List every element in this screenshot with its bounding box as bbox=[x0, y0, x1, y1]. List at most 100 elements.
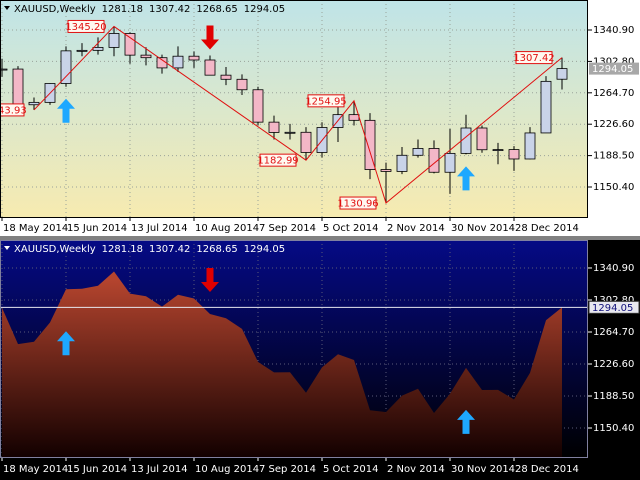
zigzag-label: 1254.95 bbox=[305, 96, 346, 107]
x-tick-label: 2 Nov 2014 bbox=[387, 223, 445, 234]
x-tick-label: 30 Nov 2014 bbox=[451, 464, 515, 475]
header-close: 1294.05 bbox=[244, 244, 285, 255]
header-close: 1294.05 bbox=[244, 4, 285, 15]
x-tick-label: 18 May 2014 bbox=[3, 223, 68, 234]
price-axis-background bbox=[588, 240, 640, 478]
candle-body bbox=[428, 148, 440, 173]
header-low: 1268.65 bbox=[196, 4, 237, 15]
candle-body bbox=[556, 68, 568, 80]
candle-body bbox=[236, 78, 248, 91]
header-open: 1281.18 bbox=[102, 244, 143, 255]
plot-border bbox=[0, 240, 588, 458]
x-tick-label: 15 Jun 2014 bbox=[67, 464, 127, 475]
x-tick-label: 7 Sep 2014 bbox=[259, 223, 316, 234]
zigzag-label: 1182.99 bbox=[257, 156, 298, 167]
time-axis-background bbox=[0, 458, 588, 478]
candle-body bbox=[396, 154, 408, 172]
x-tick-label: 30 Nov 2014 bbox=[451, 223, 515, 234]
y-tick-label: 1150.40 bbox=[593, 423, 634, 434]
plot-border bbox=[0, 0, 588, 218]
candle-body bbox=[220, 74, 232, 80]
price-axis-background bbox=[588, 0, 640, 238]
zigzag-label: 1307.42 bbox=[513, 53, 554, 64]
zigzag-label-box bbox=[339, 196, 377, 210]
plot-area: 1243.93 1345.20 1182.99 1254.95 1130.96 1307.… bbox=[0, 0, 588, 218]
signal-arrow bbox=[457, 166, 475, 191]
candle-body bbox=[412, 148, 424, 156]
current-price-label: 1294.05 bbox=[592, 303, 633, 314]
chart-header: XAUUSD,Weekly 1281.18 1307.42 1268.65 1294.0… bbox=[14, 4, 285, 15]
y-tick-label: 1264.70 bbox=[593, 327, 634, 338]
header-high: 1307.42 bbox=[149, 244, 190, 255]
signal-arrow bbox=[201, 25, 219, 50]
current-price-box bbox=[589, 62, 639, 75]
x-tick-label: 13 Jul 2014 bbox=[131, 223, 188, 234]
zigzag-label: 1345.20 bbox=[65, 22, 106, 33]
candle-body bbox=[0, 68, 8, 71]
zigzag-label-box bbox=[259, 153, 297, 167]
candle-body bbox=[76, 49, 88, 52]
price-area bbox=[2, 271, 562, 458]
candle-body bbox=[348, 114, 360, 121]
signal-arrow bbox=[457, 409, 475, 434]
candle-body bbox=[252, 89, 264, 123]
header-triangle bbox=[4, 246, 10, 250]
zigzag-label-box bbox=[0, 103, 25, 117]
header-high: 1307.42 bbox=[149, 4, 190, 15]
y-tick-label: 1226.60 bbox=[593, 359, 634, 370]
zigzag-line bbox=[33, 25, 563, 204]
current-price-label: 1294.05 bbox=[592, 64, 633, 75]
x-tick-label: 28 Dec 2014 bbox=[515, 223, 579, 234]
candle-body bbox=[204, 59, 216, 76]
x-tick-label: 2 Nov 2014 bbox=[387, 464, 445, 475]
candle-body bbox=[268, 121, 280, 133]
candle-body bbox=[380, 169, 392, 172]
x-tick-label: 5 Oct 2014 bbox=[323, 223, 378, 234]
x-tick-label: 13 Jul 2014 bbox=[131, 464, 188, 475]
candle-body bbox=[28, 101, 40, 106]
x-tick-label: 15 Jun 2014 bbox=[67, 223, 127, 234]
time-axis-background bbox=[0, 218, 588, 238]
candle-body bbox=[524, 132, 536, 160]
candle-body bbox=[140, 54, 152, 59]
y-tick-label: 1302.80 bbox=[593, 295, 634, 306]
header-low: 1268.65 bbox=[196, 244, 237, 255]
candle-body bbox=[300, 131, 312, 153]
y-tick-label: 1340.90 bbox=[593, 263, 634, 274]
candle-body bbox=[476, 127, 488, 151]
y-tick-label: 1150.40 bbox=[593, 182, 634, 193]
y-tick-label: 1188.50 bbox=[593, 151, 634, 162]
zigzag-label: 1243.93 bbox=[0, 105, 27, 116]
candle-body bbox=[492, 149, 504, 151]
signal-arrow bbox=[57, 331, 75, 356]
chart-header: XAUUSD,Weekly 1281.18 1307.42 1268.65 1294.0… bbox=[14, 244, 285, 255]
candle-body bbox=[12, 68, 24, 106]
symbol-title: XAUUSD,Weekly bbox=[14, 4, 96, 15]
zigzag-label-box bbox=[67, 19, 105, 33]
header-open: 1281.18 bbox=[102, 4, 143, 15]
x-tick-label: 28 Dec 2014 bbox=[515, 464, 579, 475]
zigzag-label-box bbox=[307, 94, 345, 108]
signal-arrow bbox=[57, 98, 75, 123]
candle-body bbox=[364, 119, 376, 170]
candle-body bbox=[444, 152, 456, 173]
y-tick-label: 1340.90 bbox=[593, 25, 634, 36]
x-tick-label: 5 Oct 2014 bbox=[323, 464, 378, 475]
candle-body bbox=[108, 33, 120, 48]
y-tick-label: 1302.80 bbox=[593, 56, 634, 67]
x-tick-label: 18 May 2014 bbox=[3, 464, 68, 475]
panel-separator bbox=[0, 236, 640, 240]
x-tick-label: 10 Aug 2014 bbox=[195, 223, 259, 234]
y-tick-label: 1188.50 bbox=[593, 391, 634, 402]
zigzag-label-box bbox=[515, 51, 553, 65]
symbol-title: XAUUSD,Weekly bbox=[14, 244, 96, 255]
x-tick-label: 7 Sep 2014 bbox=[259, 464, 316, 475]
signal-arrow bbox=[201, 268, 219, 293]
candle-body bbox=[508, 149, 520, 160]
current-price-box bbox=[588, 300, 640, 314]
header-triangle bbox=[4, 6, 10, 10]
candle-body bbox=[540, 80, 552, 134]
candle-body bbox=[284, 131, 296, 134]
